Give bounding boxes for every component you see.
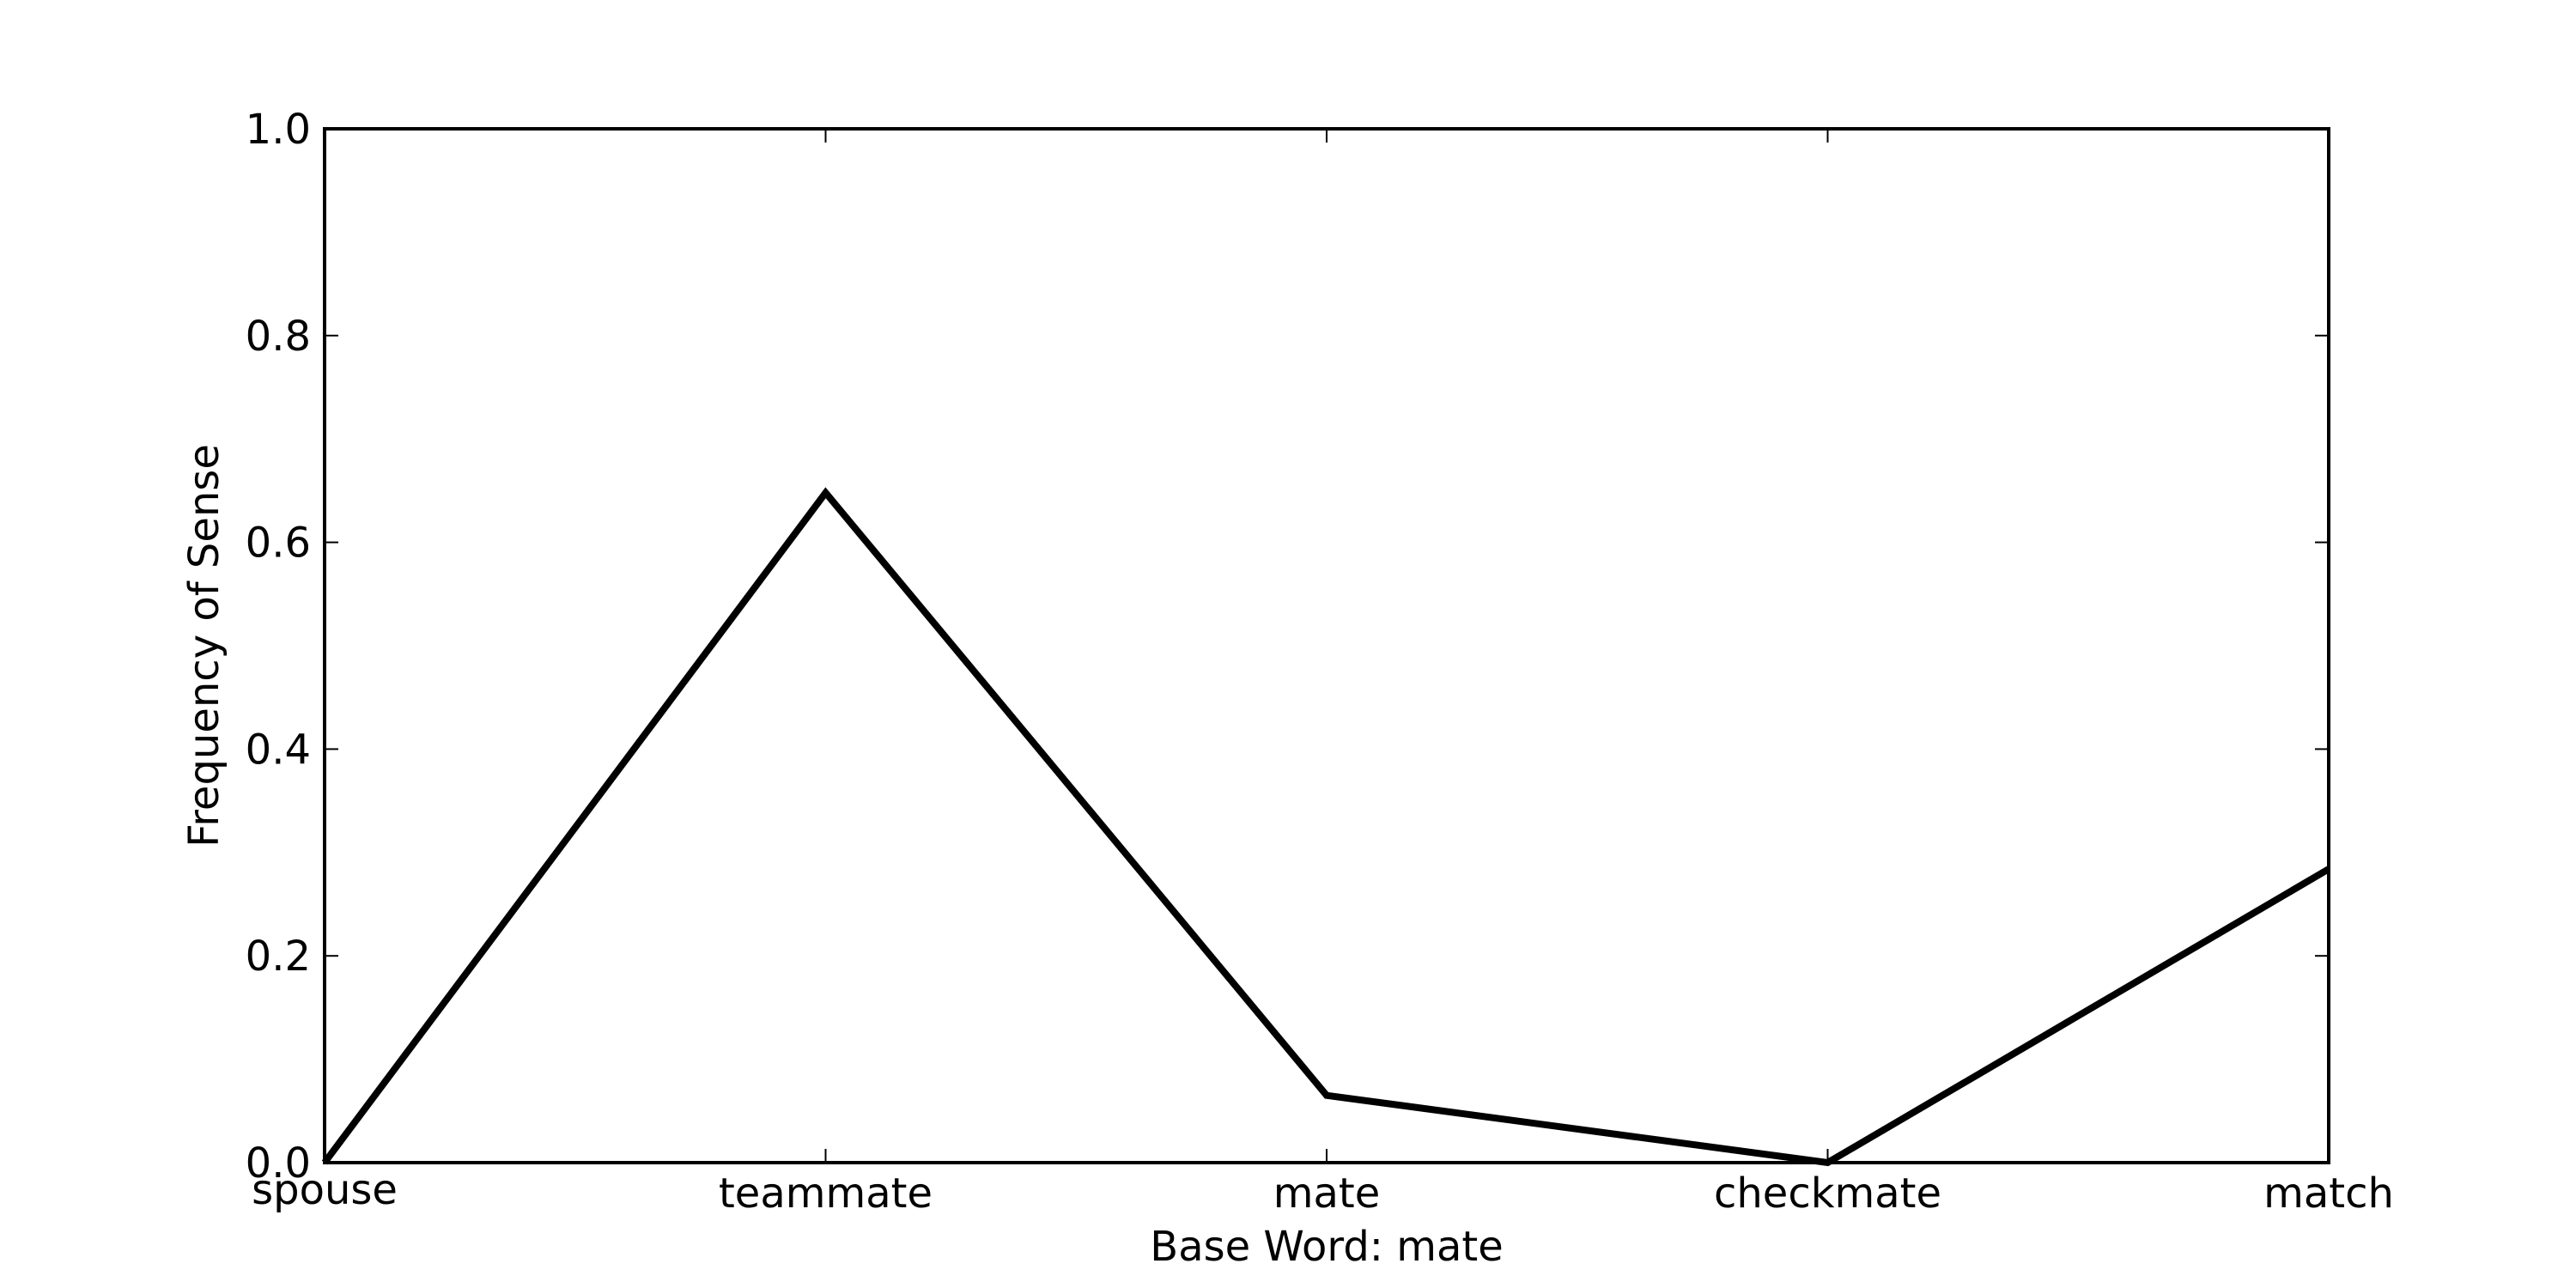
series-layer	[321, 487, 2331, 1167]
x-tick-labels: spouse teammate mate checkmate match	[252, 1166, 2394, 1218]
x-tick-label: match	[2263, 1170, 2394, 1218]
y-axis-label: Frequency of Sense	[180, 444, 228, 848]
y-tick-labels: 0.0 0.2 0.4 0.6 0.8 1.0	[246, 106, 311, 1188]
y-tick-label: 1.0	[246, 106, 311, 154]
x-tick-label: mate	[1273, 1170, 1381, 1218]
plot-frame	[323, 127, 2330, 1164]
x-axis-label: Base Word: mate	[1150, 1223, 1503, 1271]
x-tick-label: teammate	[719, 1170, 933, 1218]
axis-ticks	[324, 128, 2330, 1163]
y-tick-label: 0.4	[246, 726, 311, 774]
y-tick-label: 0.6	[246, 519, 311, 568]
y-tick-label: 0.0	[246, 1139, 311, 1188]
x-tick-label: spouse	[252, 1166, 398, 1214]
y-tick-label: 0.8	[246, 313, 311, 361]
y-tick-label: 0.2	[246, 933, 311, 981]
x-tick-label: checkmate	[1714, 1170, 1941, 1218]
series-line	[321, 487, 2331, 1167]
